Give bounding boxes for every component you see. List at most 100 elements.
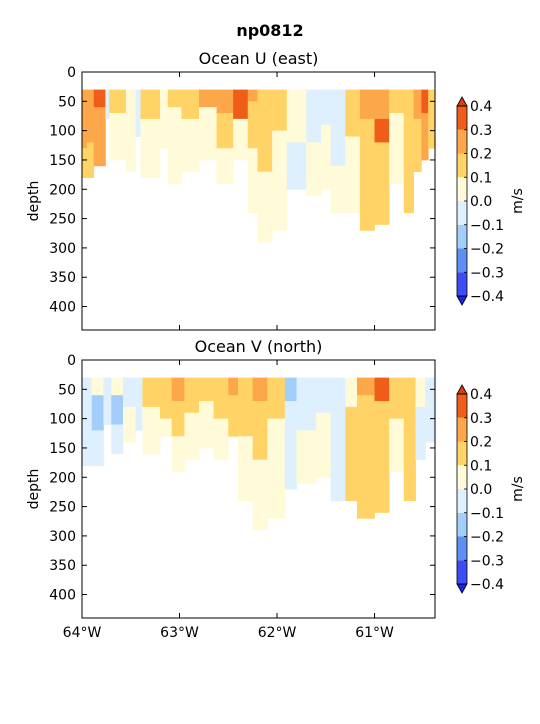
- panel-title: Ocean U (east): [199, 49, 319, 68]
- y-tick-label: 150: [49, 441, 76, 457]
- heatmap-cell: [389, 113, 405, 184]
- y-tick-label: 0: [67, 65, 76, 81]
- colorbar-swatch: [457, 224, 467, 249]
- heatmap-cell: [86, 89, 95, 108]
- heatmap-cell: [403, 412, 416, 502]
- heatmap-cell: [359, 89, 375, 120]
- heatmap-cell: [413, 89, 422, 120]
- heatmap-cell: [82, 406, 93, 466]
- y-tick-label: 300: [49, 529, 76, 545]
- colorbar-tick-label: 0.2: [470, 147, 492, 163]
- x-tick-label: 61°W: [355, 625, 394, 641]
- colorbar-tick-label: −0.2: [470, 242, 504, 258]
- heatmap-cell: [345, 377, 358, 408]
- heatmap-cell: [252, 377, 268, 402]
- heatmap-cell: [296, 430, 317, 484]
- heatmap-cell: [82, 148, 88, 178]
- heatmap-cell: [284, 401, 297, 490]
- colorbar-swatch: [457, 272, 467, 296]
- heatmap-cell: [140, 89, 161, 120]
- heatmap-cell: [389, 377, 405, 420]
- panel-2: Ocean V (north) 0 50 100 150 200 250 300 350 400 6…: [26, 337, 526, 641]
- heatmap-cell: [374, 89, 390, 120]
- heatmap-cell: [345, 136, 361, 214]
- heatmap-cell: [109, 89, 127, 114]
- y-tick-label: 100: [49, 412, 76, 428]
- heatmap-cell: [415, 377, 426, 408]
- heatmap-cell: [181, 89, 200, 120]
- heatmap-cell: [403, 89, 414, 114]
- heatmap-cell: [320, 89, 332, 126]
- heatmap-cell: [167, 89, 182, 108]
- colorbar-label: m/s: [510, 188, 526, 214]
- colorbar-swatch: [457, 201, 467, 225]
- colorbar-swatch: [457, 153, 467, 178]
- heatmap-cell: [267, 418, 286, 519]
- heatmap-cell: [330, 89, 346, 108]
- y-tick-label: 250: [49, 500, 76, 516]
- heatmap-cells: [82, 89, 435, 243]
- heatmap-cell: [105, 89, 110, 120]
- colorbar-tick-label: −0.3: [470, 553, 504, 569]
- heatmap-cell: [316, 412, 332, 478]
- colorbar-tick-label: 0.3: [470, 123, 492, 139]
- heatmap-cell: [284, 377, 297, 402]
- y-tick-label: 250: [49, 212, 76, 228]
- colorbar-tick-label: −0.4: [470, 577, 504, 593]
- panel-1: Ocean U (east) 0 50 100 150 200 250 300 350 400 de…: [26, 49, 526, 331]
- heatmap-cell: [184, 412, 200, 461]
- heatmap-cell: [135, 377, 143, 431]
- heatmap-cell: [93, 89, 106, 108]
- heatmap-cell: [111, 424, 124, 455]
- panel-title: Ocean V (north): [195, 337, 323, 356]
- heatmap-cell: [142, 406, 161, 455]
- heatmap-cell: [109, 113, 127, 161]
- heatmap-cell: [199, 107, 217, 161]
- heatmap-cell: [247, 89, 258, 102]
- heatmap-cell: [213, 377, 229, 420]
- heatmap-cell: [374, 142, 390, 225]
- heatmap-cell: [421, 89, 429, 114]
- heatmap-cell: [228, 395, 239, 437]
- heatmap-cell: [428, 89, 435, 149]
- colorbar-label: m/s: [510, 476, 526, 502]
- heatmap-cell: [233, 89, 249, 120]
- colorbar: −0.4 −0.3 −0.2 −0.1 0.0 0.1 0.2 0.3 0.4 m/s: [456, 96, 526, 306]
- heatmap-cell: [171, 377, 185, 402]
- x-tick-label: 64°W: [63, 625, 102, 641]
- heatmap-cell: [199, 89, 217, 108]
- heatmap-cell: [252, 459, 268, 531]
- colorbar-extend-min: [456, 583, 468, 594]
- colorbar-tick-label: −0.3: [470, 265, 504, 281]
- heatmap-cell: [306, 142, 322, 196]
- colorbar-tick-label: −0.1: [470, 506, 504, 522]
- colorbar: −0.4 −0.3 −0.2 −0.1 0.0 0.1 0.2 0.3 0.4 m/s: [456, 384, 526, 594]
- heatmap-cell: [359, 118, 375, 190]
- y-tick-label: 400: [49, 300, 76, 316]
- heatmap-cell: [199, 377, 215, 402]
- y-tick-label: 200: [49, 470, 76, 486]
- heatmap-cell: [86, 142, 95, 178]
- heatmap-cell: [374, 447, 390, 513]
- heatmap-cell: [330, 165, 346, 214]
- heatmap-cell: [257, 171, 273, 243]
- heatmap-cell: [286, 89, 307, 143]
- axes-frame: [81, 71, 436, 331]
- colorbar-extend-max: [456, 96, 468, 107]
- colorbar-tick-label: 0.0: [470, 482, 492, 498]
- heatmap-cell: [356, 377, 375, 396]
- colorbar-swatch: [457, 489, 467, 513]
- colorbar-swatch: [457, 394, 467, 418]
- heatmap-cell: [252, 401, 268, 461]
- heatmap-cell: [122, 406, 137, 443]
- y-tick-label: 50: [58, 94, 76, 110]
- heatmap-cell: [184, 377, 200, 414]
- heatmap-cell: [403, 377, 416, 414]
- heatmap-cell: [356, 395, 375, 455]
- colorbar-tick-label: −0.2: [470, 530, 504, 546]
- heatmap-cell: [257, 118, 273, 173]
- y-tick-label: 200: [49, 182, 76, 198]
- heatmap-cell: [247, 101, 258, 149]
- heatmap-cell: [167, 107, 182, 184]
